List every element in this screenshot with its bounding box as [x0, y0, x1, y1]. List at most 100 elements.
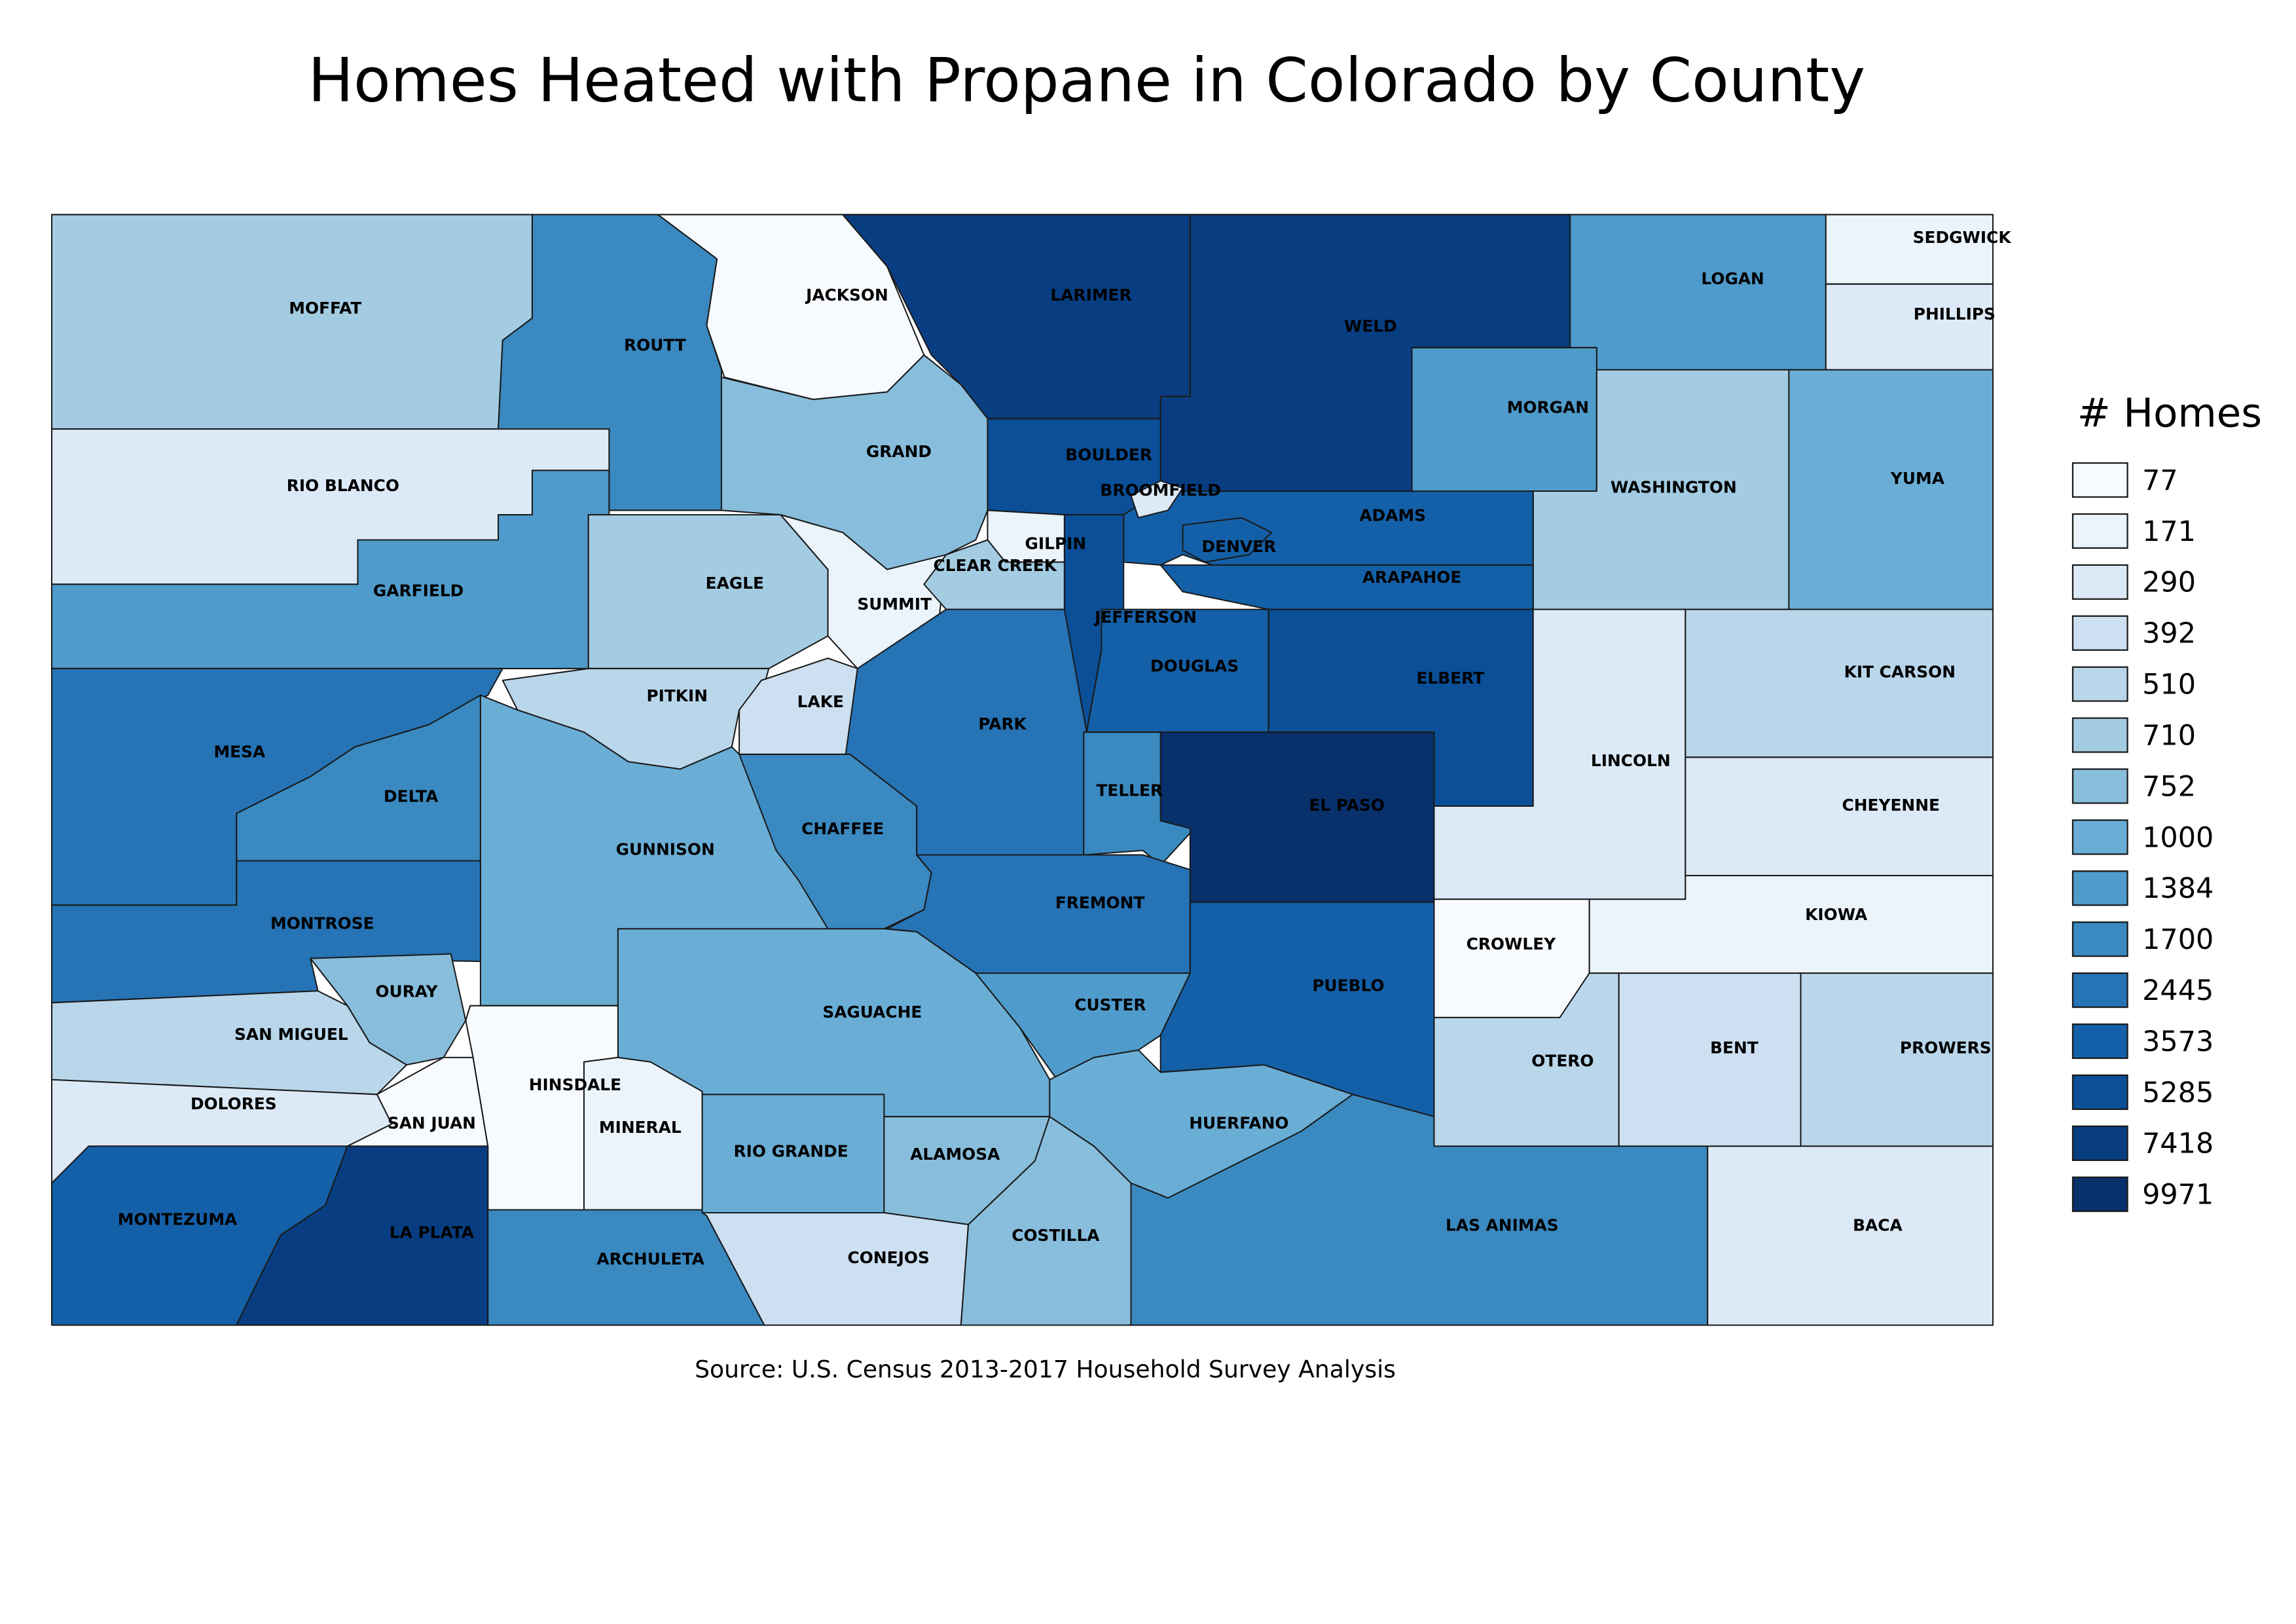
- county-label: LAS ANIMAS: [1446, 1215, 1559, 1234]
- county-label: LARIMER: [1050, 286, 1131, 304]
- legend: 77 171 290 392 510 710 752 1000 1384 1700 2445 3573…: [2071, 462, 2214, 1212]
- legend-swatch: [2071, 1176, 2128, 1212]
- legend-label: 3573: [2142, 1025, 2214, 1058]
- legend-swatch: [2071, 870, 2128, 906]
- county-label: CHEYENNE: [1842, 796, 1940, 815]
- county-label: LINCOLN: [1591, 751, 1671, 770]
- county: [1685, 756, 1994, 877]
- legend-swatch: [2071, 666, 2128, 702]
- legend-label: 1700: [2142, 923, 2214, 956]
- county-label: MOFFAT: [289, 299, 361, 318]
- county-label: MINERAL: [599, 1118, 682, 1137]
- county-label: MONTEZUMA: [118, 1209, 238, 1228]
- county-label: CONEJOS: [848, 1248, 930, 1267]
- county-label: GILPIN: [1025, 534, 1087, 553]
- county: [51, 213, 533, 430]
- county-label: DOUGLAS: [1150, 657, 1239, 676]
- county-label: KIOWA: [1805, 905, 1868, 924]
- county-label: LAKE: [797, 692, 844, 711]
- legend-title: # Homes: [2077, 390, 2262, 436]
- county-label: LOGAN: [1701, 269, 1764, 288]
- county: [1800, 972, 1994, 1147]
- legend-swatch: [2071, 717, 2128, 753]
- legend-label: 2445: [2142, 974, 2214, 1007]
- legend-label: 290: [2142, 566, 2196, 599]
- county-label: KIT CARSON: [1844, 663, 1956, 682]
- county-label: BENT: [1710, 1038, 1758, 1057]
- county: [1130, 1094, 1709, 1326]
- county-label: EAGLE: [706, 574, 764, 593]
- legend-swatch: [2071, 1125, 2128, 1161]
- county-label: CHAFFEE: [801, 819, 884, 838]
- county-label: FREMONT: [1055, 893, 1145, 912]
- map-title: Homes Heated with Propane in Colorado by…: [308, 45, 1865, 115]
- legend-swatch: [2071, 564, 2128, 600]
- legend-swatch: [2071, 819, 2128, 855]
- legend-label: 1384: [2142, 872, 2214, 905]
- county-label: DELTA: [384, 786, 439, 805]
- county-label: BROOMFIELD: [1100, 481, 1221, 500]
- county-label: ARCHULETA: [596, 1249, 704, 1268]
- county: [1411, 346, 1597, 492]
- county: [1159, 731, 1435, 903]
- county-label: ADAMS: [1359, 506, 1426, 525]
- source-note: Source: U.S. Census 2013-2017 Household …: [695, 1356, 1396, 1384]
- county-label: PUEBLO: [1312, 976, 1384, 995]
- county-label: BOULDER: [1065, 445, 1152, 464]
- county-label: DENVER: [1202, 537, 1277, 556]
- county-label: SEDGWICK: [1913, 228, 2012, 247]
- county-label: WELD: [1344, 316, 1397, 335]
- county: [1569, 213, 1827, 371]
- legend-swatch: [2071, 615, 2128, 651]
- legend-label: 171: [2142, 515, 2196, 548]
- county-label: OTERO: [1531, 1052, 1594, 1071]
- legend-label: 77: [2142, 464, 2178, 497]
- legend-label: 1000: [2142, 821, 2214, 854]
- legend-label: 710: [2142, 719, 2196, 752]
- county-label: HINSDALE: [529, 1075, 621, 1094]
- county-label: MESA: [213, 743, 266, 762]
- legend-swatch: [2071, 921, 2128, 957]
- county-label: LA PLATA: [390, 1223, 475, 1242]
- legend-label: 7418: [2142, 1128, 2214, 1160]
- county: [1433, 898, 1590, 1018]
- legend-swatch: [2071, 1023, 2128, 1060]
- county-label: ELBERT: [1416, 669, 1484, 688]
- legend-label: 9971: [2142, 1179, 2214, 1211]
- county-label: RIO GRANDE: [734, 1141, 848, 1160]
- legend-swatch: [2071, 972, 2128, 1008]
- county: [1182, 517, 1273, 563]
- legend-label: 752: [2142, 770, 2196, 803]
- county: [236, 1145, 489, 1326]
- county-label: GARFIELD: [373, 581, 464, 600]
- county-label: PROWERS: [1900, 1038, 1992, 1057]
- county: [1825, 283, 1994, 371]
- county-label: WASHINGTON: [1611, 477, 1737, 496]
- county-label: JACKSON: [805, 286, 888, 304]
- county-label: HUERFANO: [1189, 1113, 1288, 1132]
- county-label: ALAMOSA: [910, 1145, 1000, 1164]
- legend-swatch: [2071, 768, 2128, 804]
- county-label: YUMA: [1890, 469, 1945, 488]
- county: [1685, 608, 1994, 758]
- county-label: PARK: [978, 714, 1027, 733]
- legend-label: 510: [2142, 669, 2196, 701]
- county-label: BACA: [1853, 1215, 1903, 1234]
- county-label: JEFFERSON: [1093, 608, 1197, 627]
- county-label: TELLER: [1096, 781, 1163, 800]
- county-label: SAN MIGUEL: [234, 1025, 348, 1044]
- county: [1825, 213, 1994, 285]
- county-label: CUSTER: [1074, 995, 1146, 1014]
- legend-label: 392: [2142, 618, 2196, 650]
- county-label: SUMMIT: [857, 595, 932, 614]
- county: [1788, 369, 1994, 610]
- county-label: CLEAR CREEK: [934, 556, 1057, 575]
- counties: [51, 213, 1994, 1326]
- legend-swatch: [2071, 1074, 2128, 1111]
- county: [1618, 972, 1802, 1147]
- county-label: MORGAN: [1507, 398, 1589, 417]
- county-label: PITKIN: [646, 686, 708, 705]
- county-label: PHILLIPS: [1914, 304, 1995, 323]
